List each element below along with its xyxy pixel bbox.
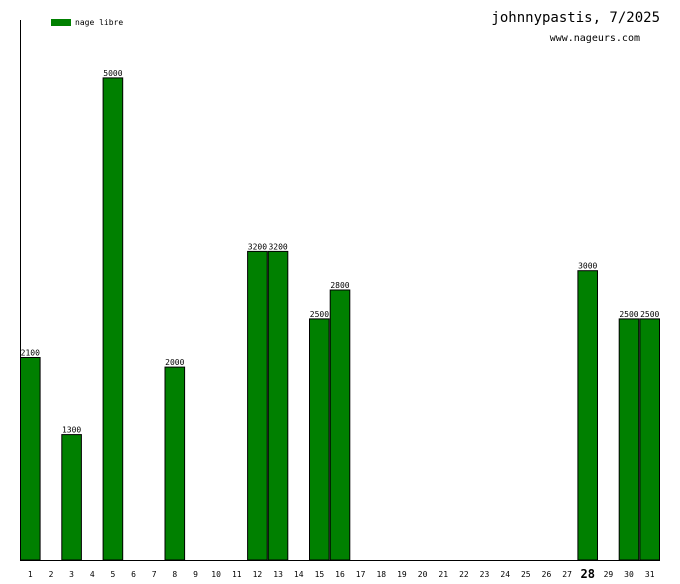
bar bbox=[247, 250, 268, 561]
bar bbox=[329, 289, 351, 561]
bar-value-label: 2500 bbox=[619, 310, 638, 319]
bars-group bbox=[20, 77, 661, 561]
x-tick-label: 1 bbox=[28, 570, 33, 579]
x-tick-label: 20 bbox=[418, 570, 428, 579]
x-tick-label: 2 bbox=[49, 570, 54, 579]
x-tick-label: 27 bbox=[562, 570, 572, 579]
bar bbox=[309, 318, 330, 561]
bar bbox=[577, 270, 599, 561]
legend: nage libre bbox=[51, 18, 123, 27]
x-tick-label: 3 bbox=[69, 570, 74, 579]
bar-value-label: 3000 bbox=[578, 262, 597, 271]
x-tick-labels-group: 1 2 3 4 5 6 7 8 9 10 11 12 13 14 15 16 17 18 19 20 21 22 23 24 2… bbox=[28, 567, 655, 581]
legend-swatch bbox=[51, 19, 71, 26]
x-tick-label: 17 bbox=[356, 570, 366, 579]
bar bbox=[639, 318, 661, 561]
bar-value-label: 2800 bbox=[330, 281, 349, 290]
x-tick-label: 6 bbox=[131, 570, 136, 579]
x-tick-label: 26 bbox=[542, 570, 552, 579]
x-tick-label: 11 bbox=[232, 570, 242, 579]
x-tick-label: 22 bbox=[459, 570, 469, 579]
x-tick-label: 13 bbox=[273, 570, 283, 579]
legend-label: nage libre bbox=[75, 18, 123, 27]
x-tick-label: 10 bbox=[211, 570, 221, 579]
x-tick-label: 4 bbox=[90, 570, 95, 579]
bar-value-label: 2000 bbox=[165, 358, 184, 367]
bar-value-label: 2500 bbox=[310, 310, 329, 319]
x-tick-label: 15 bbox=[315, 570, 325, 579]
bar bbox=[267, 250, 289, 561]
x-tick-label: 8 bbox=[172, 570, 177, 579]
x-tick-label: 5 bbox=[110, 570, 115, 579]
bar-value-label: 2100 bbox=[21, 349, 40, 358]
x-tick-label: 9 bbox=[193, 570, 198, 579]
x-tick-label: 7 bbox=[152, 570, 157, 579]
bar bbox=[164, 366, 186, 561]
x-tick-label: 12 bbox=[253, 570, 263, 579]
bar bbox=[20, 357, 41, 561]
x-tick-label: 29 bbox=[604, 570, 614, 579]
chart-subtitle: www.nageurs.com bbox=[550, 33, 640, 44]
x-tick-label: 28 bbox=[580, 567, 594, 580]
bar-value-label: 1300 bbox=[62, 426, 81, 435]
bar-value-label: 5000 bbox=[103, 69, 122, 78]
bar bbox=[61, 434, 82, 561]
x-tick-label: 19 bbox=[397, 570, 407, 579]
x-tick-label: 30 bbox=[624, 570, 634, 579]
x-tick-label: 24 bbox=[500, 570, 510, 579]
bar-value-label: 3200 bbox=[268, 242, 287, 251]
x-tick-label: 25 bbox=[521, 570, 531, 579]
chart-title: johnnypastis, 7/2025 bbox=[491, 10, 660, 26]
x-tick-label: 14 bbox=[294, 570, 304, 579]
x-tick-label: 18 bbox=[376, 570, 386, 579]
x-tick-label: 23 bbox=[480, 570, 490, 579]
bar bbox=[102, 77, 124, 561]
value-labels-group: 2100 1300 5000 2000 3200 3200 2500 2800 3000 2500… bbox=[21, 69, 660, 435]
x-tick-label: 16 bbox=[335, 570, 345, 579]
bar bbox=[618, 318, 640, 561]
bar-value-label: 2500 bbox=[640, 310, 659, 319]
x-tick-label: 31 bbox=[645, 570, 655, 579]
bar-value-label: 3200 bbox=[248, 242, 267, 251]
x-tick-label: 21 bbox=[438, 570, 448, 579]
